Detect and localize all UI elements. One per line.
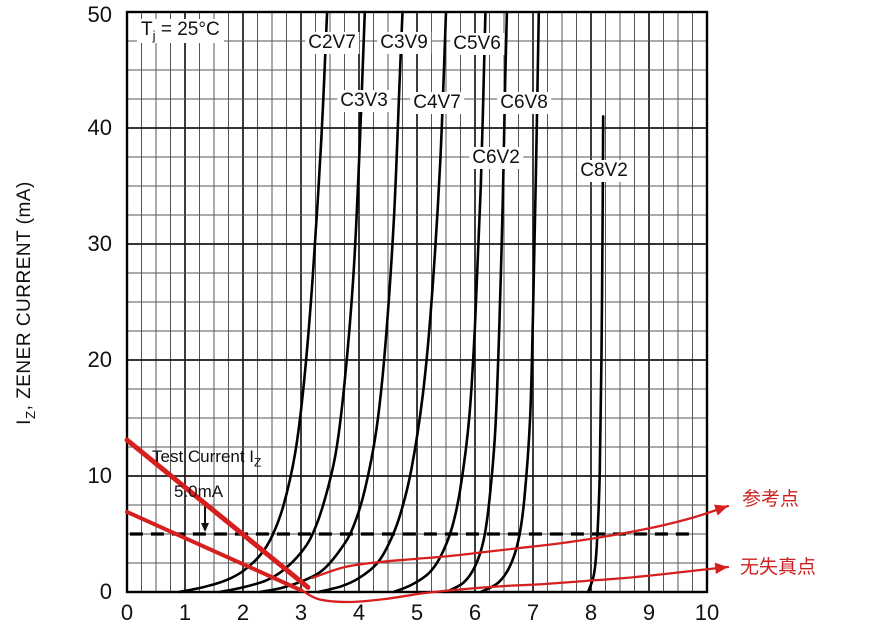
curve-c3v3 — [218, 10, 367, 594]
x-tick-label: 8 — [584, 600, 598, 625]
curve-c6v8 — [479, 10, 541, 594]
red-arrow-to-no-distortion-point — [298, 565, 730, 604]
test-current-label: Test Current IZ — [152, 447, 261, 469]
y-tick-label: 50 — [87, 2, 112, 27]
test-current-text: Test Current I — [152, 447, 255, 466]
tj-symbol: T — [141, 19, 153, 40]
test-current-subscript: Z — [254, 455, 262, 470]
y-axis-title-subscript: Z — [22, 410, 38, 420]
curve-label-c4v7: C4V7 — [410, 92, 464, 114]
y-tick-label: 20 — [87, 347, 112, 372]
plot-border — [125, 10, 709, 594]
x-tick-label: 6 — [468, 600, 482, 625]
tj-subscript: j — [152, 27, 156, 43]
x-tick-label: 0 — [120, 600, 134, 625]
red-load-line — [125, 509, 303, 593]
curve-c6v2 — [444, 10, 509, 594]
x-tick-label: 9 — [642, 600, 656, 625]
x-tick-label: 2 — [236, 600, 250, 625]
curve-label-c2v7: C2V7 — [305, 32, 359, 54]
x-tick-label: 1 — [178, 600, 192, 625]
y-axis-title-symbol: I — [14, 419, 36, 425]
red-arrowhead — [714, 562, 728, 575]
y-tick-label: 40 — [87, 115, 112, 140]
y-axis-title: IZ, ZENER CURRENT (mA) — [14, 181, 38, 425]
x-tick-label: 10 — [694, 600, 720, 625]
x-tick-label: 3 — [294, 600, 308, 625]
red-arrow-to-reference-point — [310, 504, 730, 580]
reference-point-annotation: 参考点 — [742, 489, 800, 510]
y-tick-label: 10 — [87, 463, 112, 488]
curve-label-c6v2: C6V2 — [469, 147, 523, 169]
curve-label-c3v9: C3V9 — [377, 32, 431, 54]
curve-c3v9 — [259, 10, 404, 594]
curve-c4v7 — [317, 10, 448, 594]
x-tick-label: 5 — [410, 600, 424, 625]
junction-temperature-label: Tj = 25°C — [137, 19, 224, 43]
y-tick-label: 0 — [99, 579, 112, 604]
red-arrowhead — [714, 504, 728, 516]
red-load-line — [124, 437, 311, 590]
y-tick-label: 30 — [87, 231, 112, 256]
tj-value: = 25°C — [155, 19, 220, 40]
curve-c2v7 — [177, 10, 329, 594]
x-tick-label: 4 — [352, 600, 366, 625]
curve-label-c5v6: C5V6 — [450, 33, 504, 55]
curve-label-c3v3: C3V3 — [337, 90, 391, 112]
curve-label-c8v2: C8V2 — [577, 160, 631, 182]
x-tick-label: 7 — [526, 600, 540, 625]
y-axis-title-text: , ZENER CURRENT (mA) — [14, 181, 36, 411]
no-distortion-point-annotation: 无失真点 — [740, 557, 817, 578]
test-current-arrowhead — [201, 523, 209, 532]
test-current-value: 5.0mA — [174, 482, 224, 501]
curve-c5v6 — [392, 10, 487, 594]
curve-label-c6v8: C6V8 — [497, 92, 551, 114]
curve-c8v2 — [586, 115, 605, 594]
